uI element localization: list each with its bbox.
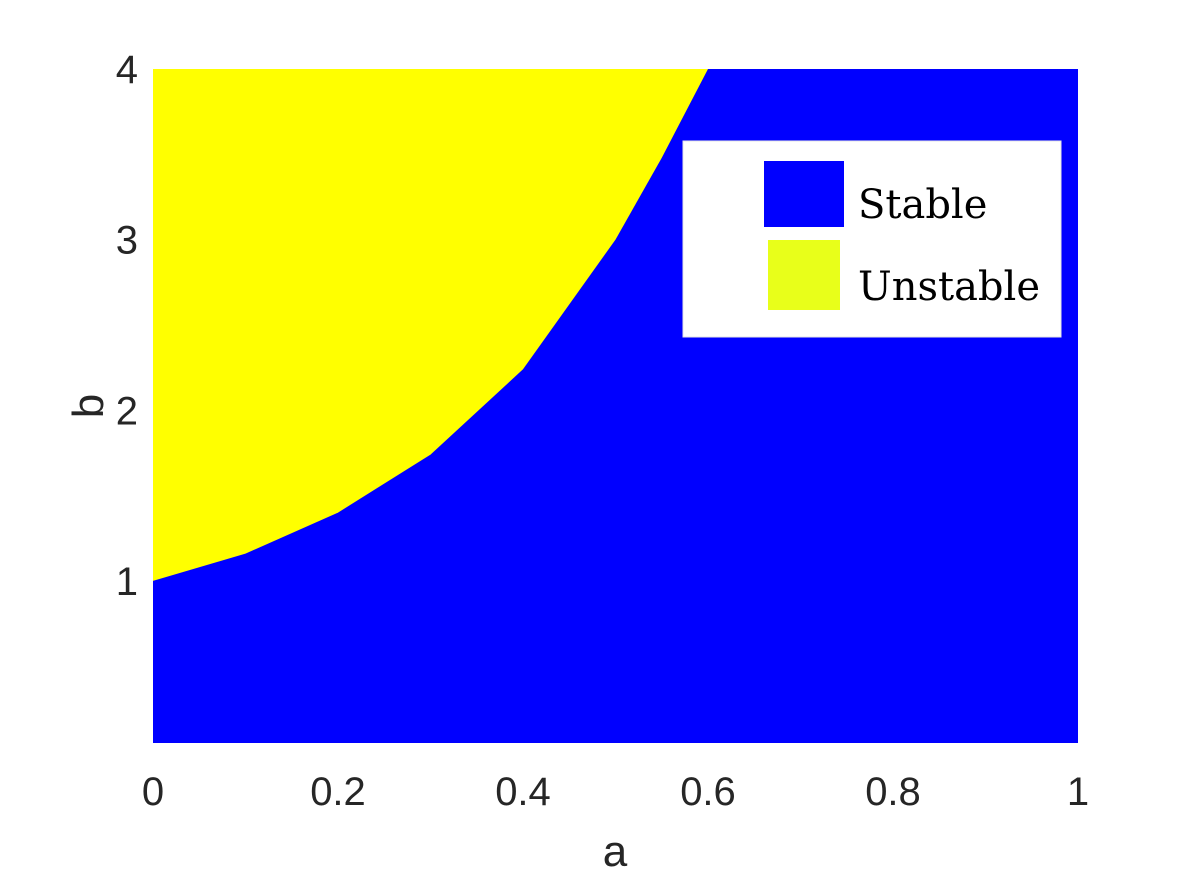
x-axis-ticks: 0 0.2 0.4 0.6 0.8 1 [142,770,1089,814]
x-tick-label: 0.2 [310,770,366,814]
unstable-region [153,69,708,581]
y-axis-label: b [64,394,113,418]
x-tick-label: 1 [1067,770,1089,814]
legend-swatch-unstable [768,240,840,310]
legend-label-stable: Stable [858,182,987,228]
legend-box [682,140,1062,338]
x-axis-label: a [603,827,628,876]
legend: Stable Unstable [682,140,1062,338]
y-tick-label: 2 [116,389,138,433]
y-axis-ticks: 1 2 3 4 [116,48,138,604]
legend-swatch-stable [764,161,844,227]
y-tick-label: 4 [116,48,138,92]
x-tick-label: 0.8 [865,770,921,814]
x-tick-label: 0.6 [680,770,736,814]
x-tick-label: 0.4 [495,770,551,814]
x-tick-label: 0 [142,770,164,814]
y-tick-label: 3 [116,219,138,263]
legend-label-unstable: Unstable [858,264,1040,310]
y-tick-label: 1 [116,560,138,604]
